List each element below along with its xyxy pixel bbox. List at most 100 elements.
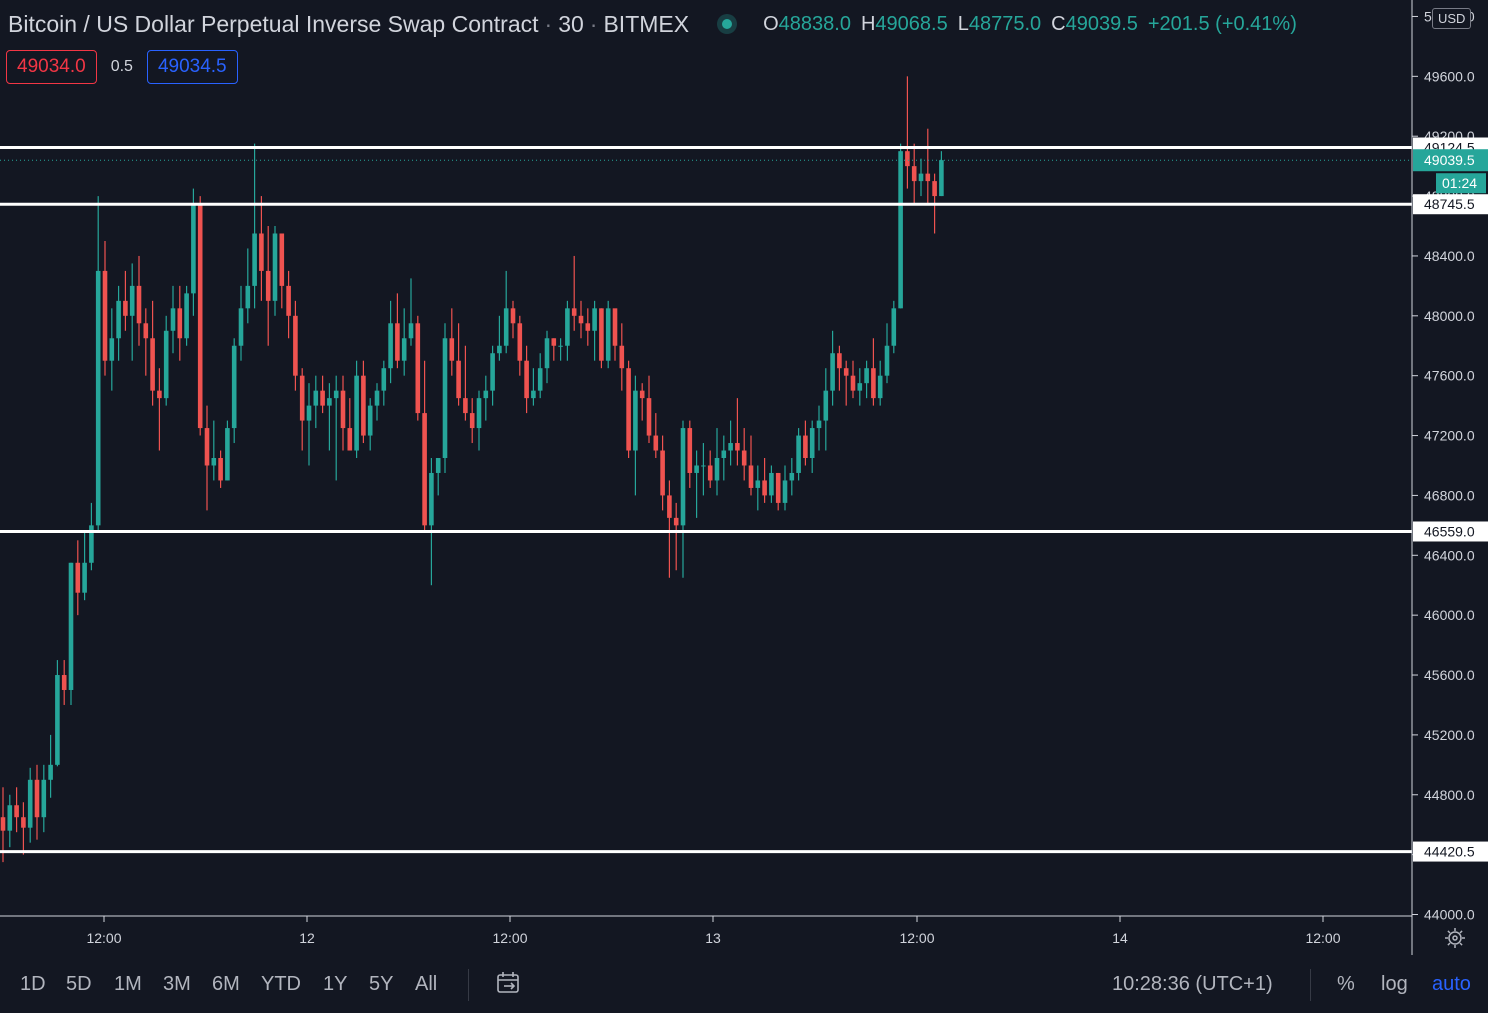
candle: [354, 360, 359, 458]
candle-body: [823, 390, 829, 421]
candle-body: [735, 443, 740, 451]
horizontal-lines-group[interactable]: [0, 146, 1412, 854]
candle: [245, 248, 251, 324]
candle: [694, 450, 699, 518]
candle: [537, 353, 543, 399]
candle-body: [367, 405, 373, 436]
candle-body: [21, 817, 26, 828]
timeframe-1y-button[interactable]: 1Y: [323, 973, 348, 995]
candle: [422, 360, 427, 533]
symbol-header[interactable]: Bitcoin / US Dollar Perpetual Inverse Sw…: [8, 8, 1297, 40]
candle: [558, 338, 563, 361]
line-price-label: 46559.0: [1424, 523, 1475, 539]
auto-toggle[interactable]: auto: [1432, 973, 1471, 995]
candle: [456, 323, 461, 406]
candle-body: [932, 181, 937, 197]
candle: [211, 420, 217, 481]
timeframe-5d-button[interactable]: 5D: [66, 973, 92, 995]
candle-body: [429, 472, 434, 526]
candle: [333, 375, 339, 481]
candle: [605, 300, 611, 369]
candle: [327, 383, 332, 451]
timeframe-1m-button[interactable]: 1M: [114, 973, 142, 995]
sell-button[interactable]: 49034.0: [6, 50, 97, 84]
candle-body: [381, 368, 387, 391]
goto-date-icon[interactable]: [495, 970, 523, 996]
candle-body: [939, 160, 944, 197]
candle-body: [714, 458, 720, 481]
candle: [714, 428, 720, 496]
time-axis[interactable]: 12:00 12 12:00 13 12:00 14 12:00: [86, 916, 1341, 946]
candle: [463, 345, 468, 421]
percent-toggle[interactable]: %: [1337, 973, 1355, 995]
candle: [395, 293, 400, 369]
candle-body: [463, 398, 468, 414]
line-price-marker: [1413, 841, 1488, 862]
timeframe-5y-button[interactable]: 5Y: [369, 973, 394, 995]
candle-body: [435, 458, 441, 473]
candle-body: [531, 390, 536, 399]
candle: [483, 375, 489, 421]
candle-body: [660, 450, 665, 496]
close-value: 49039.5: [1065, 12, 1138, 35]
candle-body: [680, 428, 686, 526]
candle: [197, 196, 203, 436]
candle-body: [524, 360, 529, 399]
candle: [687, 420, 693, 488]
candle: [612, 308, 618, 361]
candle-body: [48, 764, 53, 780]
clock-time[interactable]: 10:28:36 (UTC+1): [1112, 973, 1273, 995]
trade-buttons: 49034.0 0.5 49034.5: [6, 50, 238, 84]
candle-body: [177, 308, 183, 339]
timeframe-6m-button[interactable]: 6M: [212, 973, 240, 995]
candle-body: [55, 675, 60, 765]
candle-body: [163, 330, 169, 399]
candle-body: [204, 428, 210, 466]
candle: [361, 360, 366, 444]
market-status-icon[interactable]: [717, 14, 738, 34]
candle-body: [361, 375, 366, 436]
candle-body: [843, 368, 849, 376]
separator-dot: ·: [544, 10, 553, 37]
time-tick-label: 12: [299, 930, 315, 946]
candle-body: [354, 375, 359, 451]
countdown-marker: [1436, 173, 1486, 194]
time-tick-label: 14: [1112, 930, 1128, 946]
candle-body: [143, 323, 149, 339]
candle-body: [619, 345, 625, 369]
spread-value: 0.5: [110, 58, 133, 75]
candle: [150, 300, 155, 406]
timeframe-1d-button[interactable]: 1D: [20, 973, 46, 995]
candle: [27, 767, 33, 843]
candle-body: [340, 390, 346, 429]
candle: [551, 338, 557, 361]
buy-button[interactable]: 49034.5: [146, 50, 238, 84]
candle: [265, 226, 271, 346]
symbol-name[interactable]: Bitcoin / US Dollar Perpetual Inverse Sw…: [8, 10, 539, 37]
candle-body: [116, 300, 121, 339]
candle: [61, 660, 67, 705]
candle-body: [238, 308, 244, 346]
candle-body: [218, 458, 223, 481]
candle: [306, 383, 312, 466]
candle: [769, 465, 774, 503]
timeframe-ytd-button[interactable]: YTD: [261, 973, 301, 995]
candle-body: [673, 517, 679, 526]
settings-gear-icon[interactable]: [1444, 927, 1466, 949]
candle: [599, 308, 604, 369]
timeframe-all-button[interactable]: All: [415, 973, 438, 995]
change-value: +201.5 (+0.41%): [1147, 12, 1297, 35]
log-toggle[interactable]: log: [1381, 973, 1408, 995]
currency-badge[interactable]: USD: [1432, 8, 1472, 29]
candle-body: [626, 368, 631, 451]
candle: [619, 323, 625, 391]
candle-body: [408, 323, 414, 339]
candle-body: [211, 458, 217, 466]
candle-body: [503, 308, 509, 346]
price-chart[interactable]: 44000.044400.044800.045200.045600.046000…: [0, 0, 1488, 955]
candle: [823, 368, 829, 451]
candle-body: [422, 413, 427, 526]
candle-body: [95, 270, 101, 526]
interval-label[interactable]: 30: [558, 10, 584, 37]
timeframe-3m-button[interactable]: 3M: [163, 973, 191, 995]
